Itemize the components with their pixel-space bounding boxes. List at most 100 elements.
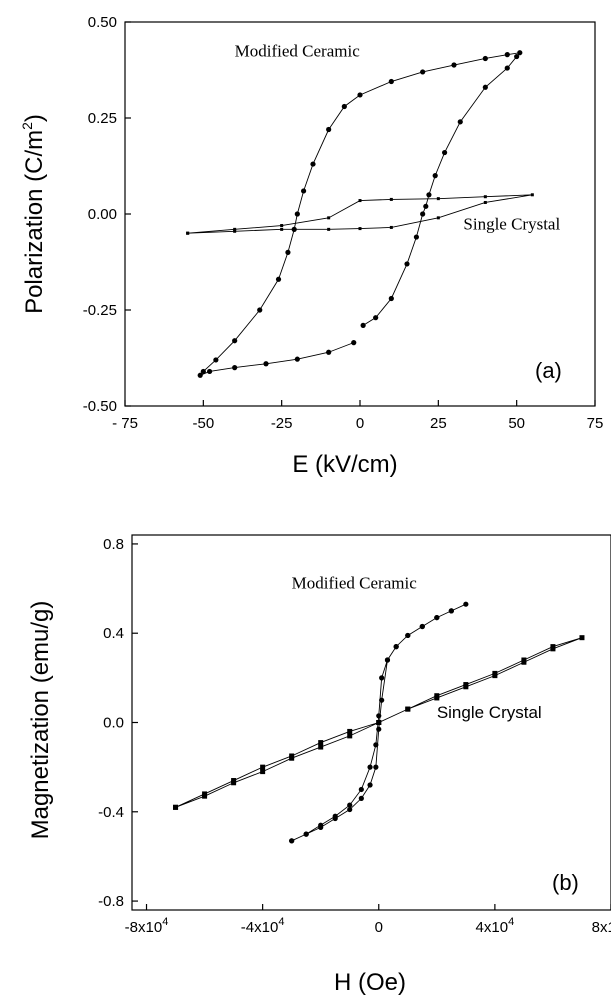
data-point <box>232 365 238 371</box>
data-point <box>405 632 411 639</box>
data-point <box>294 211 300 217</box>
data-point <box>202 793 208 799</box>
data-point <box>373 742 379 748</box>
data-point <box>423 203 429 209</box>
data-point <box>426 192 432 198</box>
data-point <box>389 225 393 229</box>
annotation-modified-ceramic-a: Modified Ceramic <box>235 42 361 61</box>
data-point <box>233 229 237 233</box>
data-point <box>448 608 454 614</box>
data-point <box>504 52 510 58</box>
data-point <box>376 713 382 719</box>
y-tick-label: 0.0 <box>103 715 124 732</box>
data-point <box>376 720 382 725</box>
data-point <box>514 53 520 60</box>
data-point <box>384 657 391 663</box>
data-point <box>263 361 269 367</box>
x-tick-label: -4x104 <box>241 916 285 936</box>
data-point <box>280 224 284 228</box>
x-tick-label: -50 <box>192 415 214 432</box>
x-tick-label: 0 <box>356 415 364 432</box>
data-point <box>388 78 394 85</box>
data-point <box>451 62 457 68</box>
data-point <box>310 161 316 167</box>
data-point <box>367 764 373 770</box>
data-point <box>482 55 488 62</box>
data-point <box>186 231 190 235</box>
data-point <box>341 103 347 110</box>
x-tick-label: - 75 <box>112 415 138 432</box>
panel-label-b: (b) <box>552 870 579 895</box>
data-point <box>420 211 426 217</box>
data-point <box>517 50 523 56</box>
data-point <box>326 126 332 133</box>
data-point <box>373 764 379 770</box>
x-tick-label: 4x104 <box>476 916 515 936</box>
data-point <box>294 356 300 362</box>
data-point <box>457 119 463 125</box>
data-point <box>419 623 425 630</box>
data-point <box>492 670 498 676</box>
data-point <box>289 755 295 761</box>
panel-label-a: (a) <box>535 358 562 383</box>
y-tick-label: 0.25 <box>88 110 117 127</box>
data-point <box>358 227 362 231</box>
y-axis-label-b: Magnetization (emu/g) <box>27 601 54 840</box>
x-tick-label: -25 <box>271 415 293 432</box>
data-point <box>232 338 238 344</box>
data-point <box>393 644 399 650</box>
data-point <box>358 795 364 801</box>
data-point <box>207 368 213 375</box>
data-point <box>357 92 363 98</box>
data-point <box>367 782 373 788</box>
data-point <box>200 368 206 375</box>
data-point <box>280 227 284 231</box>
data-point <box>303 831 309 837</box>
y-axis-label-a: Polarization (C/m2) <box>19 114 48 314</box>
data-point <box>389 197 393 201</box>
data-point <box>318 824 324 831</box>
annotation-modified-ceramic-b: Modified Ceramic <box>292 574 418 593</box>
data-point <box>289 838 295 844</box>
data-point <box>482 84 488 90</box>
data-point <box>347 733 353 739</box>
data-point <box>301 188 307 194</box>
data-point <box>521 657 527 663</box>
data-point <box>504 65 510 71</box>
annotation-single-crystal-a: Single Crystal <box>463 214 560 233</box>
data-point <box>434 614 440 621</box>
data-point <box>530 193 534 197</box>
data-point <box>257 307 263 313</box>
data-point <box>327 216 331 220</box>
y-tick-label: -0.8 <box>98 893 124 910</box>
data-point <box>442 149 448 156</box>
data-point <box>434 693 440 699</box>
data-point <box>318 744 324 750</box>
y-tick-label: -0.25 <box>83 302 117 319</box>
data-point <box>420 69 426 75</box>
magnetization-chart: 0.8 0.4 0.0 -0.4 -0.8-8x104 -4x104 0 4x104 8x104… <box>27 534 611 996</box>
data-point <box>197 372 203 378</box>
data-point <box>483 200 487 204</box>
y-tick-label: 0.50 <box>88 14 117 31</box>
data-point <box>347 806 353 813</box>
data-point <box>351 340 357 346</box>
data-point <box>432 173 438 179</box>
data-point <box>332 815 338 822</box>
data-point <box>231 780 237 786</box>
x-tick-label: 50 <box>508 415 525 432</box>
data-point <box>405 706 411 712</box>
data-point <box>326 349 332 355</box>
polarization-chart: 0.500.250.00-0.25-0.50- 75 -50 -25 0 25 50 75 … <box>19 14 603 478</box>
data-point <box>550 644 556 650</box>
data-point <box>379 697 385 703</box>
x-axis-label-a: E (kV/cm) <box>292 451 397 478</box>
data-point <box>579 635 585 641</box>
x-tick-label: 8x104 <box>592 916 611 936</box>
x-tick-label: 75 <box>587 415 604 432</box>
data-point <box>388 295 394 302</box>
data-point <box>483 195 487 199</box>
x-tick-label: 0 <box>375 919 383 936</box>
x-axis-label-b: H (Oe) <box>334 969 406 996</box>
